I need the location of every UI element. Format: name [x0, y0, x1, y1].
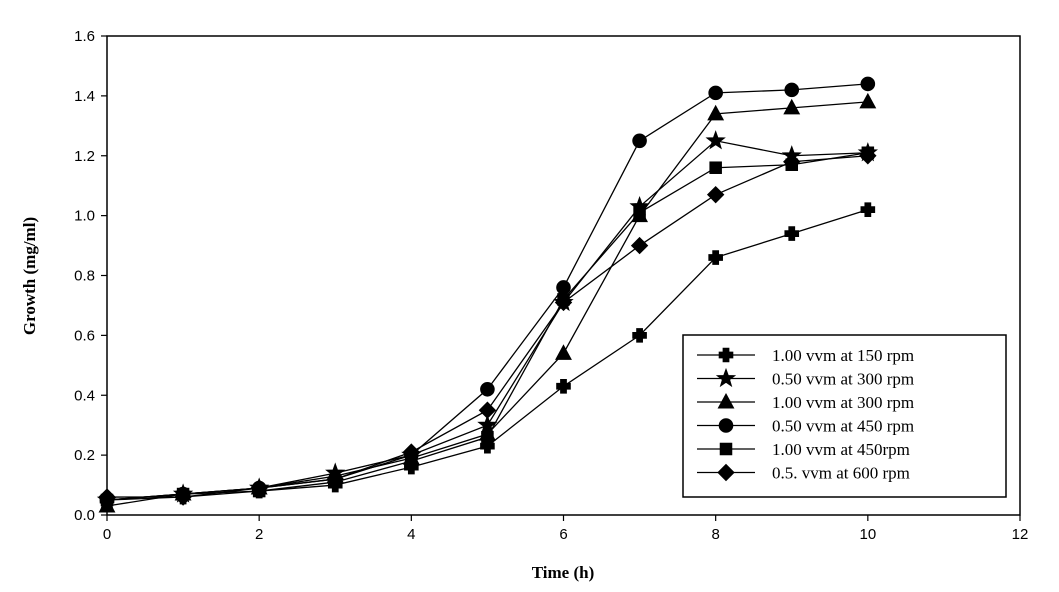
data-point-triangle	[707, 104, 725, 121]
data-point-circle	[784, 82, 800, 98]
data-point-diamond	[98, 488, 116, 506]
data-point-diamond	[783, 153, 801, 171]
data-point-star	[705, 130, 726, 150]
legend-marker-cross	[718, 347, 734, 363]
legend-entry: 1.00 vvm at 300 rpm	[697, 392, 914, 412]
legend-marker-triangle	[717, 392, 735, 409]
x-axis-title: Time (h)	[532, 563, 595, 582]
data-point-diamond	[630, 236, 649, 255]
data-point-diamond	[706, 185, 725, 204]
data-point-circle	[480, 381, 495, 397]
data-point-triangle	[859, 92, 877, 109]
data-point-square	[481, 430, 494, 444]
x-tick-label: 10	[859, 526, 876, 543]
data-point-circle	[708, 85, 723, 101]
y-tick-label: 0.2	[74, 447, 95, 464]
y-axis-ticks: 0.0 0.2 0.4 0.6 0.8 1.0 1.2 1.4 1.6	[74, 28, 107, 524]
legend-box	[682, 334, 1007, 498]
data-point-diamond	[402, 443, 421, 461]
series-diamond	[98, 147, 877, 506]
legend-entry: 0.5. vvm at 600 rpm	[697, 464, 910, 483]
legend-marker-star	[715, 367, 737, 388]
y-tick-label: 1.2	[74, 148, 95, 165]
legend-entry: 1.00 vvm at 150 rpm	[697, 346, 914, 365]
legend-label: 0.5. vvm at 600 rpm	[772, 464, 910, 483]
legend-label: 0.50 vvm at 300 rpm	[772, 370, 914, 389]
y-tick-label: 0.4	[74, 387, 95, 404]
x-axis-ticks: 0 2 4 6 8 10 12	[103, 515, 1029, 543]
data-point-cross	[708, 250, 723, 265]
y-tick-label: 0.6	[74, 327, 95, 344]
legend: 1.00 vvm at 150 rpm 0.50 vvm at 300 rpm 1.…	[682, 334, 1007, 498]
x-tick-label: 12	[1012, 526, 1029, 543]
legend-label: 1.00 vvm at 450rpm	[772, 440, 910, 459]
data-point-triangle	[555, 344, 572, 360]
legend-entry: 1.00 vvm at 450rpm	[697, 440, 910, 459]
data-point-square	[709, 161, 722, 174]
legend-marker-square	[719, 442, 733, 456]
data-point-diamond	[250, 479, 268, 497]
legend-marker-circle	[718, 418, 734, 433]
x-tick-label: 2	[255, 526, 263, 543]
y-axis-title: Growth (mg/ml)	[20, 217, 39, 335]
data-point-diamond	[326, 470, 344, 488]
x-tick-label: 4	[407, 526, 415, 543]
y-tick-label: 0.0	[74, 507, 95, 524]
data-point-triangle	[783, 98, 801, 115]
data-point-cross	[784, 226, 800, 241]
data-point-square	[633, 206, 646, 219]
data-point-cross	[860, 202, 876, 217]
data-point-cross	[632, 328, 647, 343]
x-tick-label: 8	[711, 526, 719, 543]
data-point-diamond	[554, 293, 573, 312]
y-tick-label: 1.4	[74, 88, 95, 105]
x-tick-label: 6	[559, 526, 567, 543]
data-point-circle	[632, 133, 647, 149]
data-point-circle	[556, 280, 571, 295]
data-point-cross	[556, 378, 571, 394]
x-tick-label: 0	[103, 526, 111, 543]
y-tick-label: 1.6	[74, 28, 95, 45]
y-tick-label: 1.0	[74, 208, 95, 225]
legend-entry: 0.50 vvm at 300 rpm	[697, 367, 914, 389]
legend-marker-diamond	[717, 463, 735, 482]
y-tick-label: 0.8	[74, 268, 95, 285]
data-point-circle	[860, 76, 876, 92]
legend-label: 1.00 vvm at 300 rpm	[772, 393, 914, 412]
data-point-diamond	[478, 401, 497, 419]
data-point-diamond	[174, 488, 192, 506]
data-point-diamond	[859, 147, 877, 165]
legend-label: 0.50 vvm at 450 rpm	[772, 417, 914, 436]
legend-label: 1.00 vvm at 150 rpm	[772, 346, 914, 365]
series-layer	[96, 76, 878, 513]
legend-entry: 0.50 vvm at 450 rpm	[697, 417, 914, 436]
